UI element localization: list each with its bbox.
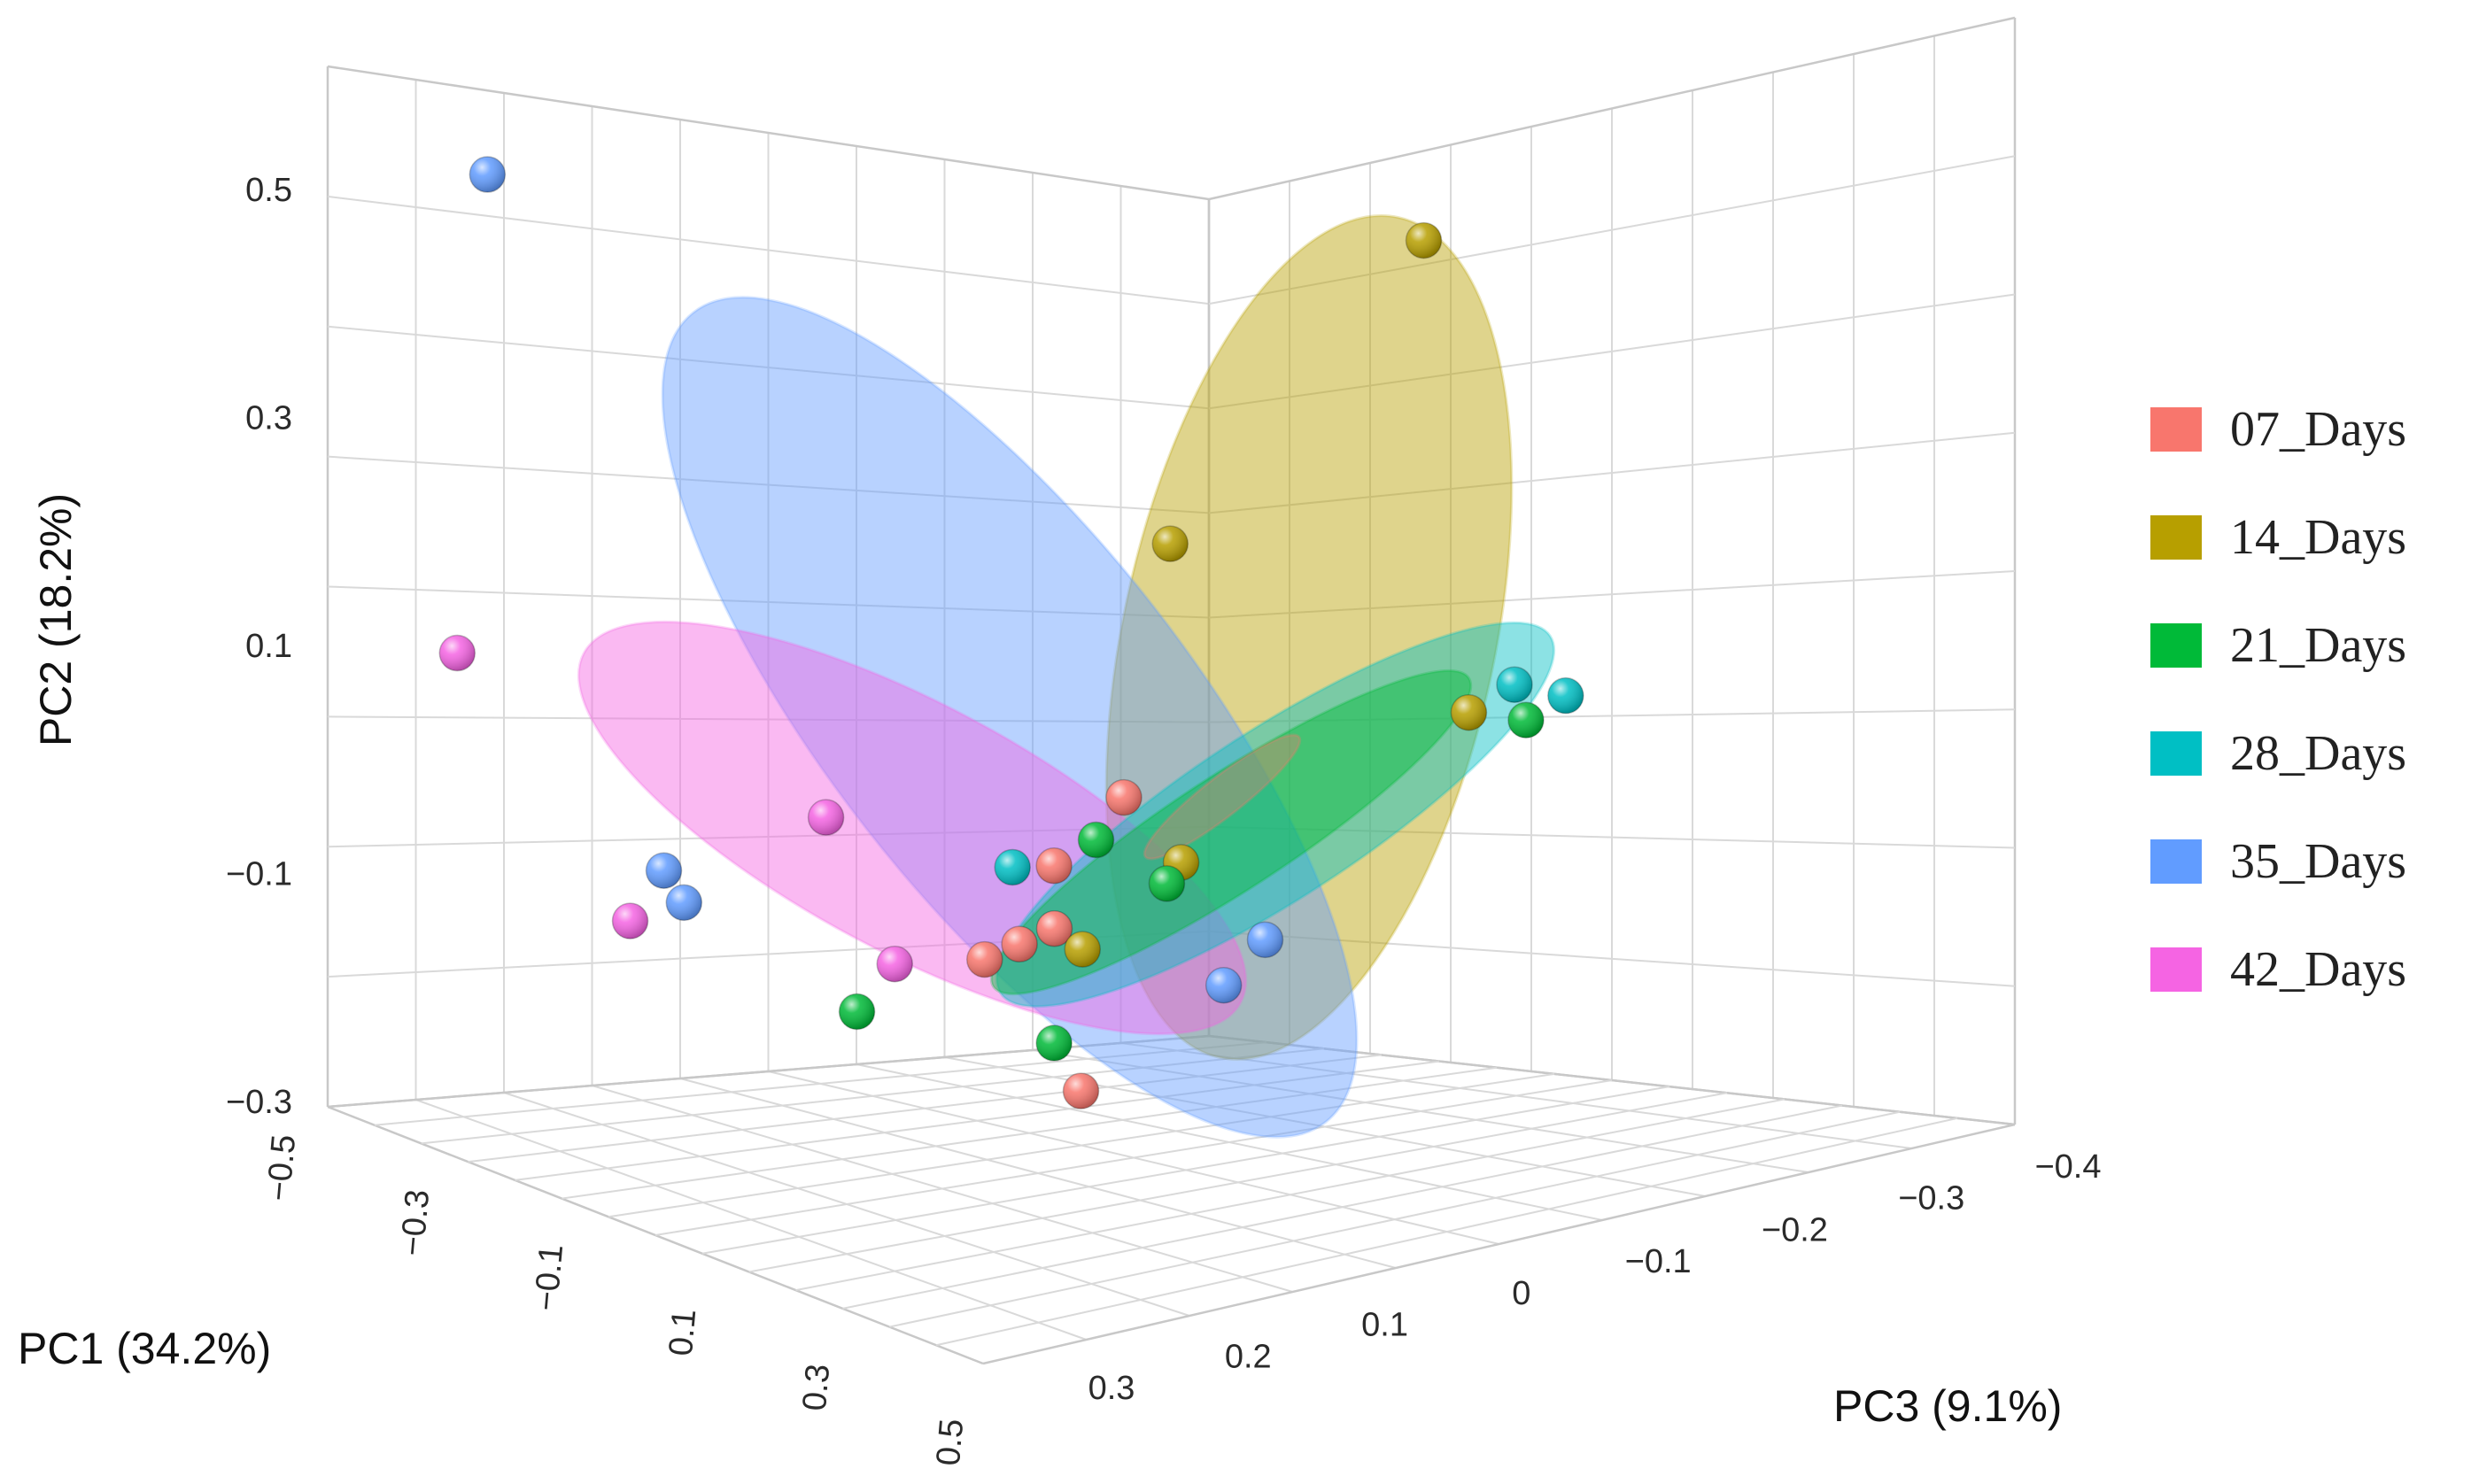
pc2-tick-label: −0.3: [226, 1084, 292, 1121]
confidence-ellipsoids: [577, 214, 1556, 1139]
pc3-tick-label: 0.3: [1088, 1370, 1135, 1407]
point-28_Days-2: [1547, 676, 1584, 715]
legend-swatch: [2150, 731, 2202, 776]
grid-plane-back-right: [1207, 16, 2017, 1126]
pc2-axis-title: PC2 (18.2%): [31, 493, 81, 746]
legend-item-21_Days: 21_Days: [2150, 618, 2406, 673]
point-14_Days-3: [1450, 693, 1488, 731]
pc1-tick-label: −0.3: [394, 1188, 437, 1257]
legend-label: 14_Days: [2230, 510, 2406, 565]
legend-label: 21_Days: [2230, 618, 2406, 673]
ellipsoid-28_Days: [995, 621, 1556, 1009]
pc2-tick-label: 0.3: [245, 400, 292, 437]
pc3-tick-label: −0.1: [1625, 1243, 1692, 1280]
point-14_Days-1: [1405, 221, 1443, 259]
point-21_Days-4: [838, 993, 876, 1031]
pc3-tick-label: −0.4: [2034, 1148, 2101, 1186]
pc1-tick-label: 0.1: [662, 1308, 703, 1357]
legend-swatch: [2150, 623, 2202, 668]
ellipsoid-35_Days: [661, 296, 1359, 1139]
legend-label: 07_Days: [2230, 402, 2406, 457]
ellipsoid-21_Days: [989, 669, 1473, 996]
legend-item-42_Days: 42_Days: [2150, 942, 2406, 997]
point-21_Days-1: [1507, 701, 1545, 739]
pc2-tick-label: 0.5: [245, 172, 292, 209]
point-42_Days-3: [611, 902, 649, 939]
pc3-tick-label: 0: [1512, 1275, 1530, 1312]
point-28_Days-3: [994, 848, 1031, 886]
pc1-axis-title: PC1 (34.2%): [18, 1324, 271, 1373]
point-21_Days-3: [1148, 865, 1186, 902]
point-21_Days-5: [1035, 1024, 1073, 1062]
point-07_Days-2: [1035, 847, 1073, 885]
point-35_Days-3: [665, 884, 703, 922]
ellipsoid-07_Days: [1143, 733, 1302, 861]
point-42_Days-4: [876, 945, 913, 983]
point-14_Days-5: [1064, 931, 1101, 968]
pc2-tick-label: −0.1: [226, 856, 292, 893]
legend-label: 35_Days: [2230, 834, 2406, 889]
data-points: [438, 156, 1584, 1109]
pc3-tick-label: 0.2: [1225, 1338, 1272, 1375]
point-42_Days-2: [807, 799, 845, 836]
pc1-tick-label: 0.3: [796, 1363, 837, 1412]
pc3-tick-label: 0.1: [1361, 1307, 1408, 1344]
legend-label: 28_Days: [2230, 726, 2406, 781]
point-14_Days-2: [1151, 525, 1189, 562]
pc1-tick-label: −0.5: [260, 1133, 303, 1202]
ellipsoid-42_Days: [577, 620, 1248, 1036]
point-07_Days-5: [966, 940, 1003, 978]
legend-swatch: [2150, 407, 2202, 452]
legend-swatch: [2150, 839, 2202, 884]
point-35_Days-4: [1246, 921, 1284, 959]
point-07_Days-6: [1062, 1072, 1100, 1109]
grid-planes: [326, 16, 2017, 1365]
legend: 07_Days 14_Days 21_Days 28_Days 35_Days 42_Da…: [2150, 402, 2406, 997]
pc3-axis-title: PC3 (9.1%): [1833, 1381, 2062, 1431]
legend-swatch: [2150, 947, 2202, 992]
point-42_Days-1: [438, 634, 476, 672]
legend-swatch: [2150, 515, 2202, 560]
pc2-tick-label: 0.1: [245, 628, 292, 665]
pc1-tick-label: 0.5: [930, 1418, 971, 1467]
point-07_Days-1: [1105, 778, 1143, 816]
point-07_Days-3: [1035, 910, 1073, 947]
pc3-tick-label: −0.3: [1898, 1180, 1964, 1217]
point-35_Days-1: [469, 156, 507, 193]
tick-labels: −0.3 −0.1 0.1 0.3 0.5 −0.5 −0.3 −0.1 0.1 0.3 0.5 0.…: [226, 172, 2102, 1467]
pc1-tick-label: −0.1: [528, 1243, 570, 1312]
legend-item-14_Days: 14_Days: [2150, 510, 2406, 565]
point-35_Days-2: [645, 852, 683, 889]
legend-label: 42_Days: [2230, 942, 2406, 997]
legend-item-28_Days: 28_Days: [2150, 726, 2406, 781]
point-21_Days-2: [1077, 821, 1115, 859]
point-28_Days-1: [1496, 666, 1533, 703]
point-07_Days-4: [1001, 925, 1038, 963]
grid-plane-floor: [327, 1034, 2016, 1365]
point-35_Days-5: [1205, 967, 1243, 1004]
legend-item-07_Days: 07_Days: [2150, 402, 2406, 457]
pc3-tick-label: −0.2: [1762, 1211, 1828, 1248]
ellipsoid-14_Days: [1104, 214, 1514, 1061]
legend-item-35_Days: 35_Days: [2150, 834, 2406, 889]
